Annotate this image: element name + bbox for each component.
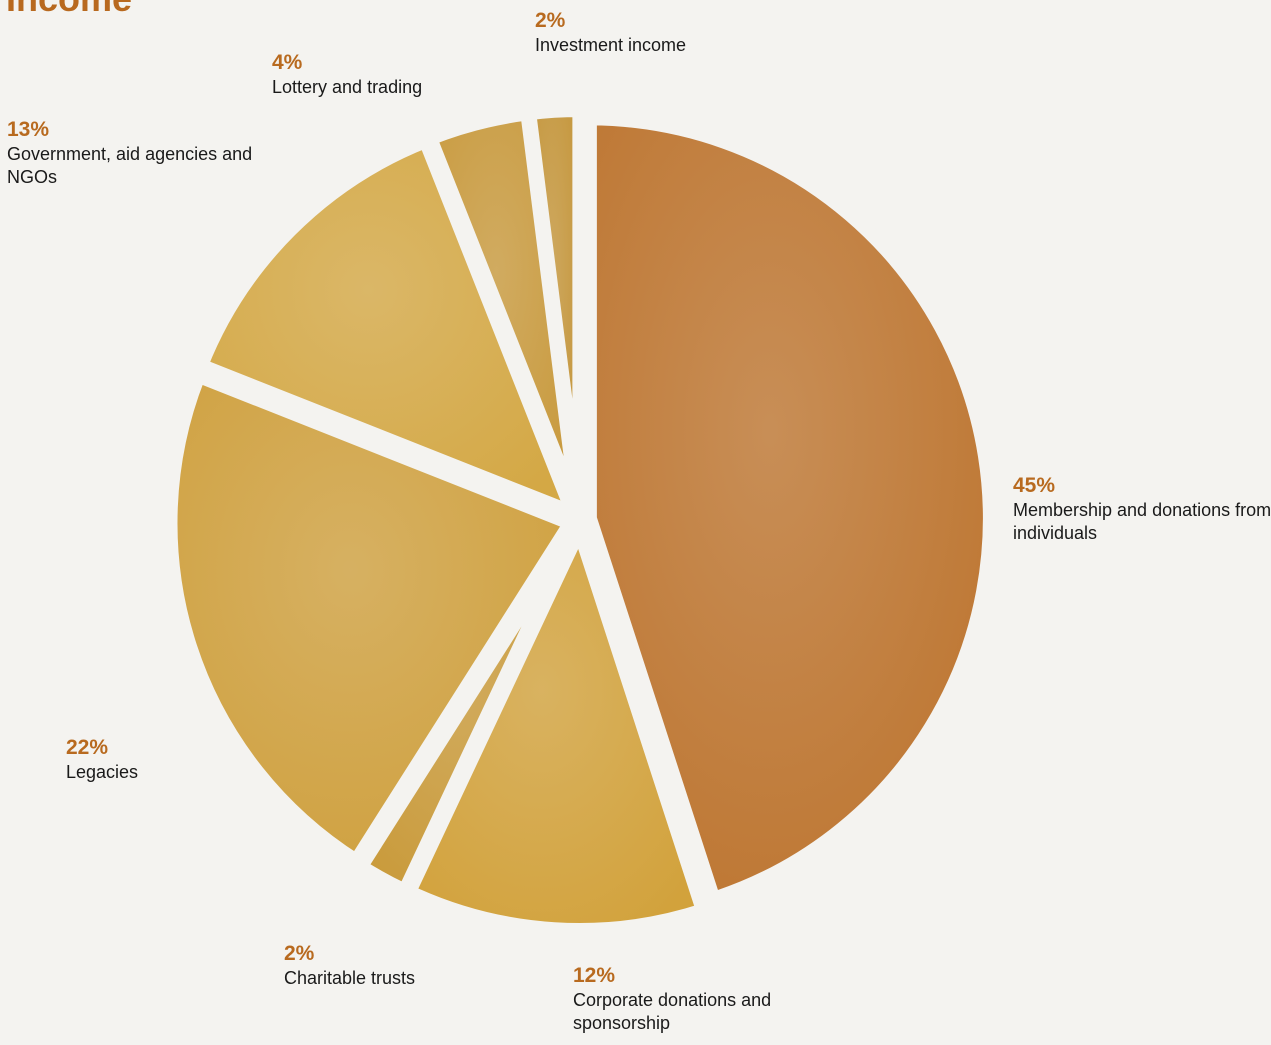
slice-label: 22% Legacies bbox=[66, 735, 266, 784]
slice-label: 12% Corporate donations and sponsorship bbox=[573, 963, 783, 1035]
category-label: Investment income bbox=[535, 35, 687, 55]
pie-slice bbox=[582, 111, 997, 908]
slice-label: 45% Membership and donations from individ… bbox=[1013, 473, 1271, 545]
value-label: 2% bbox=[535, 9, 566, 32]
category-label: Membership and donations from individual… bbox=[1013, 500, 1271, 543]
slice-label: 2% Charitable trusts bbox=[284, 941, 484, 990]
value-label: 45% bbox=[1013, 474, 1056, 497]
category-label: Corporate donations and sponsorship bbox=[573, 990, 772, 1033]
value-label: 12% bbox=[573, 964, 616, 987]
slice-label: 13% Government, aid agencies and NGOs bbox=[7, 117, 257, 189]
chart-title: Income bbox=[6, 0, 132, 20]
pie-slice bbox=[351, 525, 582, 901]
category-label: Lottery and trading bbox=[272, 77, 423, 97]
category-label: Legacies bbox=[66, 762, 139, 782]
slice-label: 4% Lottery and trading bbox=[272, 50, 472, 99]
category-label: Charitable trusts bbox=[284, 968, 416, 988]
value-label: 4% bbox=[272, 51, 303, 74]
pie-slice bbox=[163, 366, 581, 871]
pie-slice bbox=[521, 103, 587, 511]
value-label: 13% bbox=[7, 118, 50, 141]
slice-label: 2% Investment income bbox=[535, 8, 735, 57]
pie-slice bbox=[399, 511, 712, 937]
value-label: 22% bbox=[66, 736, 109, 759]
pie-slice bbox=[191, 131, 586, 526]
value-label: 2% bbox=[284, 942, 315, 965]
category-label: Government, aid agencies and NGOs bbox=[7, 144, 253, 187]
